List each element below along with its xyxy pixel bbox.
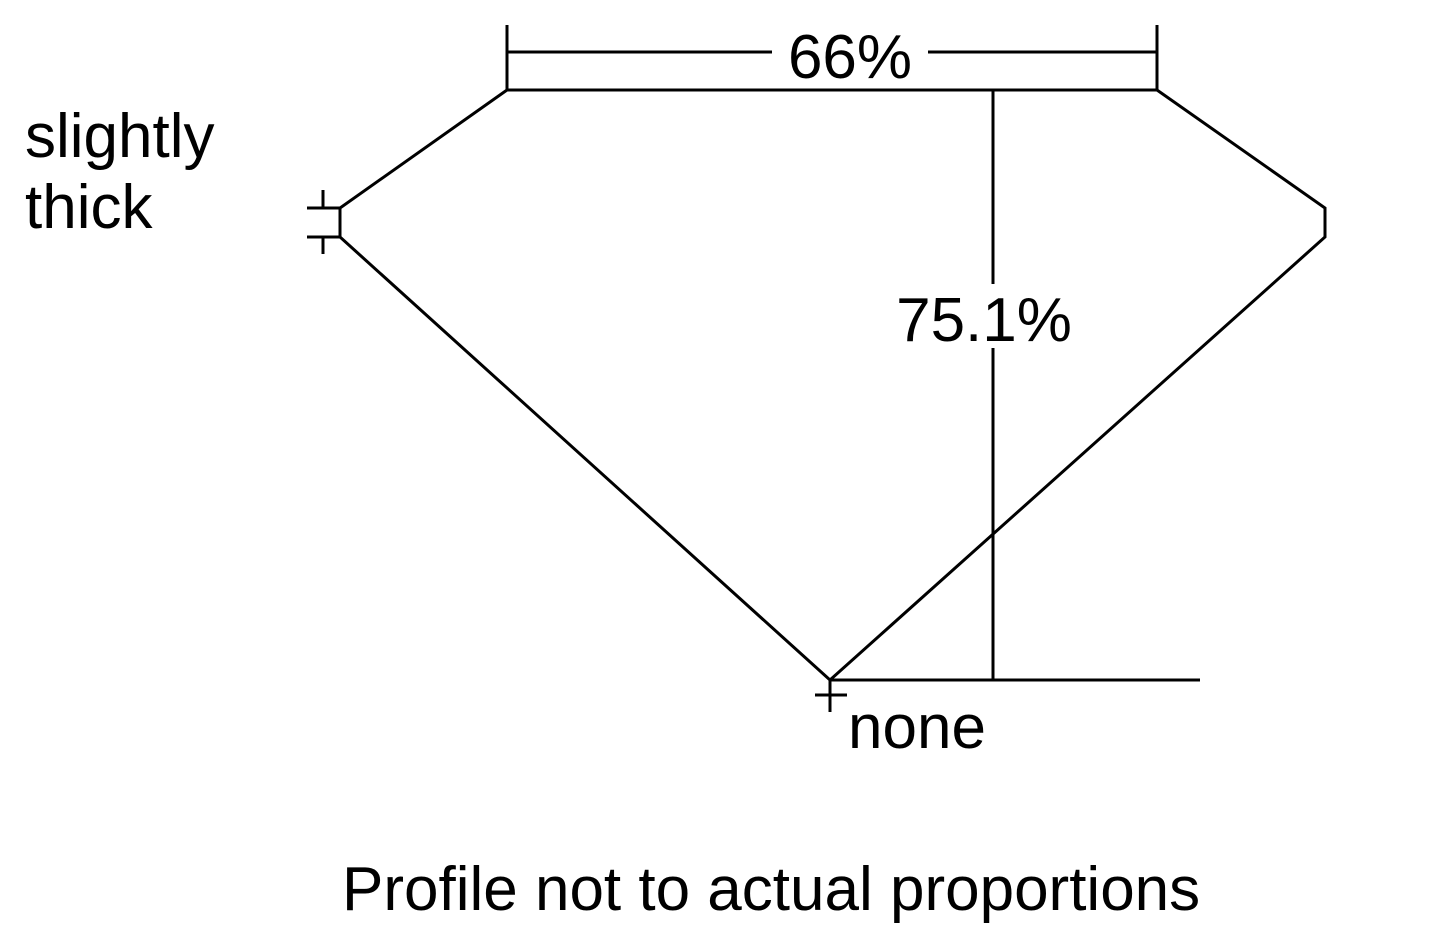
footnote: Profile not to actual proportions [342, 855, 1200, 924]
girdle-label-line1: slightly [25, 102, 215, 171]
culet-label: none [848, 693, 986, 762]
depth-label-bg [880, 284, 1086, 348]
girdle-label-line2: thick [25, 173, 153, 242]
depth-percentage-label: 75.1% [896, 286, 1072, 355]
gem-outline [338, 88, 1327, 683]
table-percentage-label: 66% [788, 23, 912, 92]
table-label-bg [772, 22, 928, 82]
